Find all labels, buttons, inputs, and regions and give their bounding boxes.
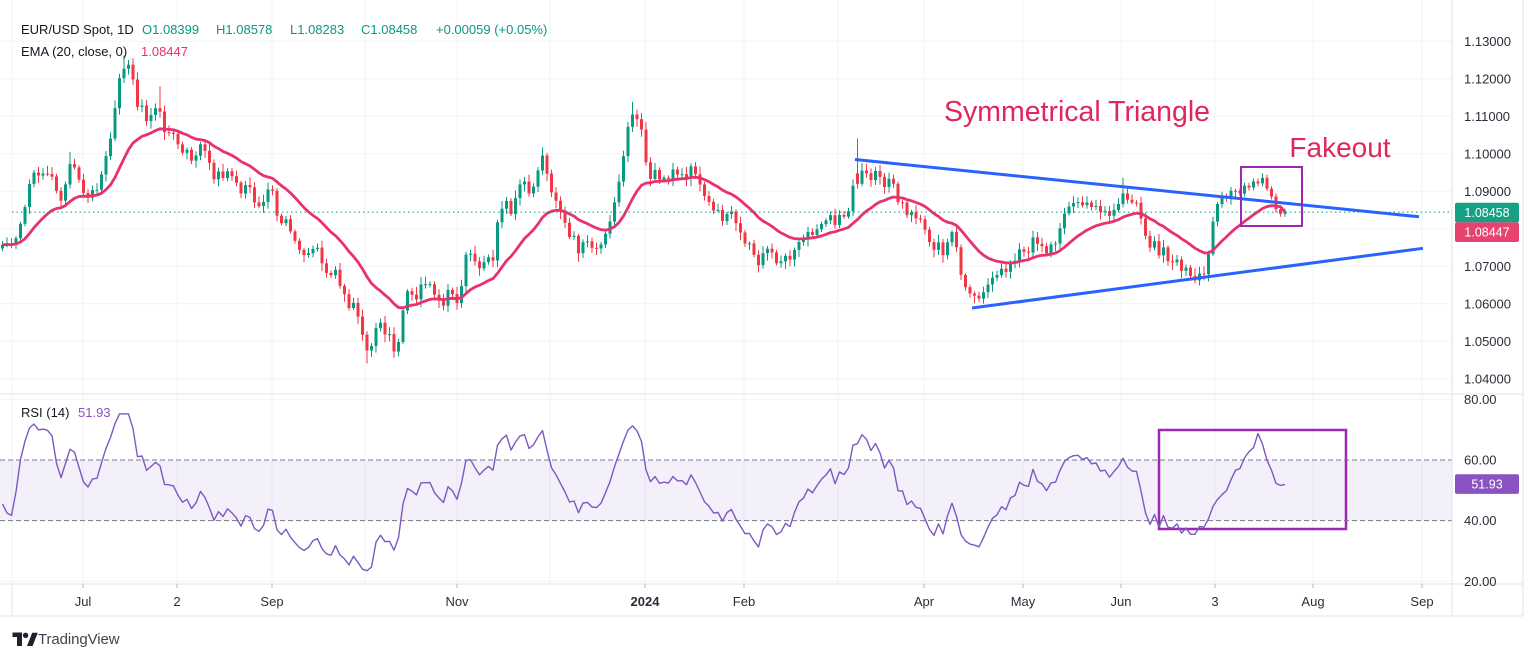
svg-text:1.13000: 1.13000 [1464,34,1511,49]
svg-text:1.04000: 1.04000 [1464,371,1511,386]
svg-text:1.06000: 1.06000 [1464,296,1511,311]
svg-text:1.12000: 1.12000 [1464,71,1511,86]
svg-text:40.00: 40.00 [1464,513,1497,528]
svg-text:2: 2 [173,594,180,609]
svg-text:1.08458: 1.08458 [1464,206,1509,220]
svg-text:Sep: Sep [260,594,283,609]
svg-text:TradingView: TradingView [38,631,120,648]
svg-text:20.00: 20.00 [1464,574,1497,589]
svg-text:1.09000: 1.09000 [1464,184,1511,199]
svg-text:1.07000: 1.07000 [1464,259,1511,274]
svg-text:80.00: 80.00 [1464,392,1497,407]
svg-text:Apr: Apr [914,594,935,609]
svg-text:Symmetrical Triangle: Symmetrical Triangle [944,96,1210,128]
svg-text:Jul: Jul [75,594,92,609]
svg-text:Feb: Feb [733,594,755,609]
svg-text:1.05000: 1.05000 [1464,334,1511,349]
svg-text:1.08447: 1.08447 [1464,226,1509,240]
svg-text:May: May [1011,594,1036,609]
svg-text:RSI (14)51.93: RSI (14) 51.93 [21,405,111,420]
svg-text:Fakeout: Fakeout [1289,132,1390,163]
svg-text:2024: 2024 [631,594,661,609]
svg-text:Sep: Sep [1410,594,1433,609]
svg-text:3: 3 [1211,594,1218,609]
svg-text:Nov: Nov [445,594,469,609]
svg-text:60.00: 60.00 [1464,453,1497,468]
svg-text:Aug: Aug [1301,594,1324,609]
svg-text:1.10000: 1.10000 [1464,146,1511,161]
svg-text:1.11000: 1.11000 [1464,109,1510,124]
svg-text:Jun: Jun [1111,594,1132,609]
svg-text:EMA (20, close, 0)1.08447: EMA (20, close, 0) 1.08447 [21,44,188,59]
svg-text:51.93: 51.93 [1471,478,1502,492]
